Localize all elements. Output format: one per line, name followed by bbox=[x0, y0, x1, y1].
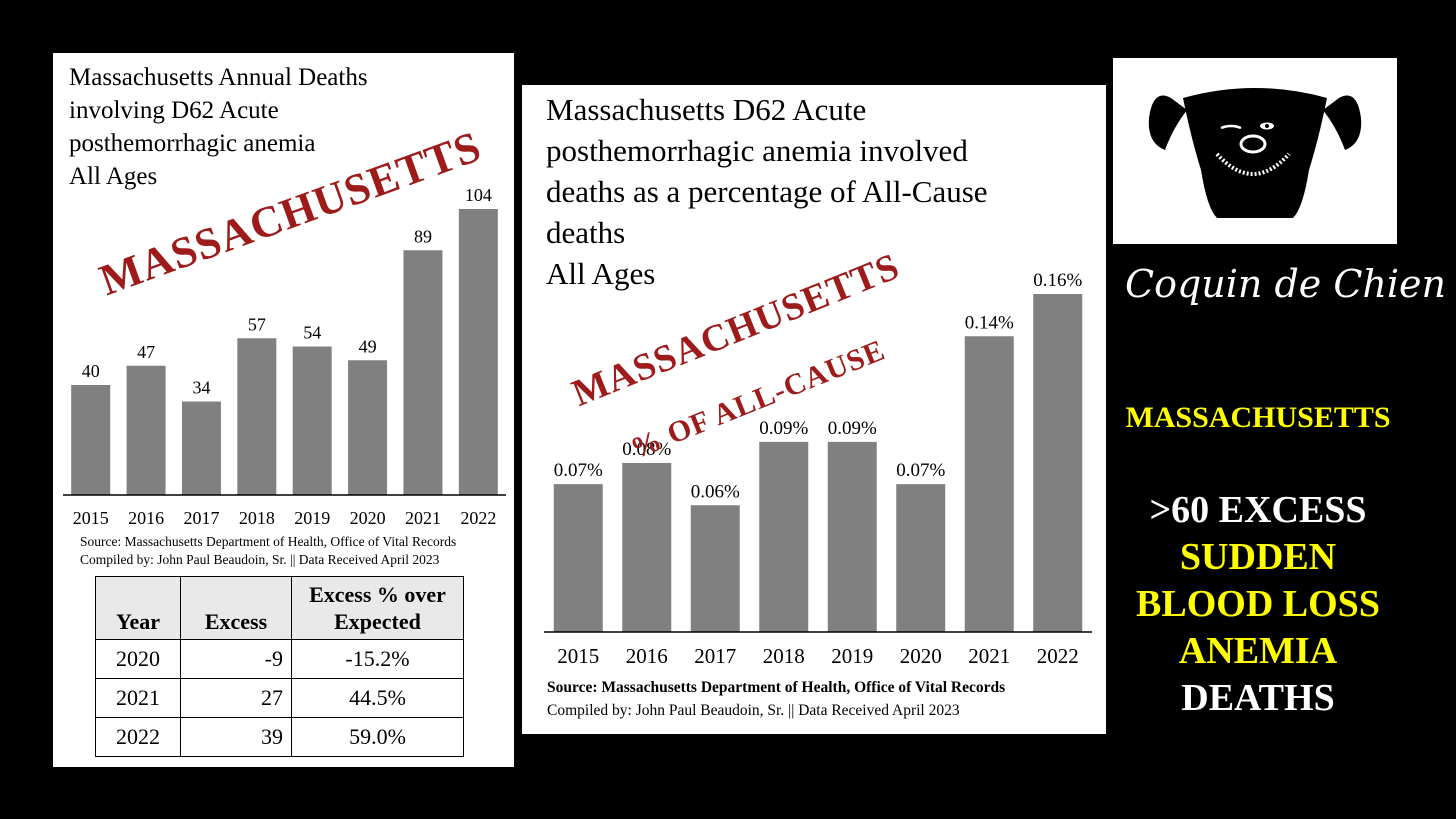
x-tick-2021: 2021 bbox=[405, 508, 441, 528]
logo-box bbox=[1113, 58, 1397, 244]
table-row: 2021 27 44.5% bbox=[95, 678, 464, 718]
data-label-2018: 57 bbox=[248, 314, 266, 334]
bar-2022 bbox=[458, 209, 498, 495]
x-tick-2020: 2020 bbox=[900, 644, 942, 668]
x-tick-2015: 2015 bbox=[73, 508, 109, 528]
cell-year: 2021 bbox=[95, 678, 181, 718]
x-tick-2019: 2019 bbox=[294, 508, 330, 528]
bar-2016 bbox=[622, 463, 672, 632]
x-tick-2016: 2016 bbox=[128, 508, 164, 528]
bar-2022 bbox=[1033, 294, 1083, 632]
bar-2015 bbox=[553, 484, 603, 632]
percent-all-cause-chart: 0.07% 2015 0.08% 2016 0.06% 2017 0.09% 2018 0.09… bbox=[544, 270, 1092, 668]
x-tick-2021: 2021 bbox=[968, 644, 1010, 668]
data-label-2022: 0.16% bbox=[1033, 270, 1082, 291]
data-label-2022: 104 bbox=[465, 185, 492, 205]
cell-year: 2020 bbox=[95, 639, 181, 679]
header-excess: Excess bbox=[180, 576, 292, 640]
data-label-2017: 0.06% bbox=[691, 481, 740, 502]
bar-2020 bbox=[896, 484, 946, 632]
x-tick-2016: 2016 bbox=[626, 644, 668, 668]
data-label-2016: 0.08% bbox=[622, 439, 671, 460]
chart2-compiled: Compiled by: John Paul Beaudoin, Sr. || … bbox=[547, 702, 960, 719]
bar-2018 bbox=[759, 441, 809, 632]
table-row: 2022 39 59.0% bbox=[95, 717, 464, 757]
data-label-2017: 34 bbox=[192, 378, 210, 398]
cell-excess: 27 bbox=[180, 678, 292, 718]
x-tick-2018: 2018 bbox=[763, 644, 805, 668]
data-label-2015: 40 bbox=[82, 361, 100, 381]
header-year: Year bbox=[95, 576, 181, 640]
chart2-title: Massachusetts D62 Acute posthemorrhagic … bbox=[546, 92, 988, 291]
data-label-2021: 89 bbox=[414, 226, 432, 246]
x-tick-2017: 2017 bbox=[183, 508, 219, 528]
bar-2015 bbox=[71, 385, 111, 495]
chart1-title: Massachusetts Annual Deaths involving D6… bbox=[69, 64, 368, 190]
annual-deaths-chart: 40 2015 47 2016 34 2017 57 2018 54 2019 49 2020 89 20… bbox=[63, 185, 506, 528]
x-tick-2018: 2018 bbox=[239, 508, 275, 528]
chart2-source: Source: Massachusetts Department of Heal… bbox=[547, 679, 1006, 696]
cell-excess: -9 bbox=[180, 639, 292, 679]
data-label-2019: 0.09% bbox=[828, 418, 877, 439]
data-label-2018: 0.09% bbox=[759, 418, 808, 439]
data-label-2016: 47 bbox=[137, 342, 155, 362]
data-label-2019: 54 bbox=[303, 323, 321, 343]
bar-2021 bbox=[403, 250, 443, 495]
chart1-compiled: Compiled by: John Paul Beaudoin, Sr. || … bbox=[80, 552, 440, 567]
header-excess-pct: Excess % over Expected bbox=[291, 576, 464, 640]
x-tick-2017: 2017 bbox=[694, 644, 736, 668]
annual-deaths-panel: Massachusetts Annual Deaths involving D6… bbox=[53, 53, 514, 767]
sidebar-state: MASSACHUSETTS bbox=[1125, 401, 1391, 434]
sidebar-line-3: BLOOD LOSS bbox=[1136, 583, 1380, 625]
percent-all-cause-panel: Massachusetts D62 Acute posthemorrhagic … bbox=[522, 85, 1106, 734]
table-row: 2020 -9 -15.2% bbox=[95, 639, 464, 679]
bar-2017 bbox=[181, 401, 221, 495]
data-label-2020: 49 bbox=[359, 336, 377, 356]
x-tick-2020: 2020 bbox=[350, 508, 386, 528]
bar-2018 bbox=[237, 338, 277, 495]
cell-excess: 39 bbox=[180, 717, 292, 757]
chart1-source: Source: Massachusetts Department of Heal… bbox=[80, 534, 457, 549]
bar-2020 bbox=[348, 360, 388, 495]
cell-excess-pct: 44.5% bbox=[291, 678, 464, 718]
data-label-2015: 0.07% bbox=[554, 460, 603, 481]
data-label-2020: 0.07% bbox=[896, 460, 945, 481]
x-tick-2019: 2019 bbox=[831, 644, 873, 668]
dog-face-icon bbox=[1148, 88, 1362, 218]
sidebar-line-4: ANEMIA bbox=[1178, 630, 1338, 672]
sidebar-line-5: DEATHS bbox=[1181, 677, 1335, 719]
cell-excess-pct: 59.0% bbox=[291, 717, 464, 757]
bar-2019 bbox=[827, 441, 877, 632]
excess-table-header: Year Excess Excess % over Expected bbox=[95, 576, 464, 640]
sidebar-line-2: SUDDEN bbox=[1179, 536, 1337, 578]
x-tick-2022: 2022 bbox=[460, 508, 496, 528]
data-label-2021: 0.14% bbox=[965, 312, 1014, 333]
x-tick-2022: 2022 bbox=[1037, 644, 1079, 668]
excess-table: Year Excess Excess % over Expected 2020 … bbox=[95, 576, 464, 757]
bar-2017 bbox=[690, 505, 740, 632]
bar-2019 bbox=[292, 346, 332, 495]
cell-year: 2022 bbox=[95, 717, 181, 757]
sidebar-line-1: >60 EXCESS bbox=[1149, 489, 1367, 531]
bar-2021 bbox=[964, 336, 1014, 632]
cell-excess-pct: -15.2% bbox=[291, 639, 464, 679]
x-tick-2015: 2015 bbox=[557, 644, 599, 668]
bar-2016 bbox=[126, 365, 166, 495]
brand-name: Coquin de Chien bbox=[1125, 262, 1447, 306]
